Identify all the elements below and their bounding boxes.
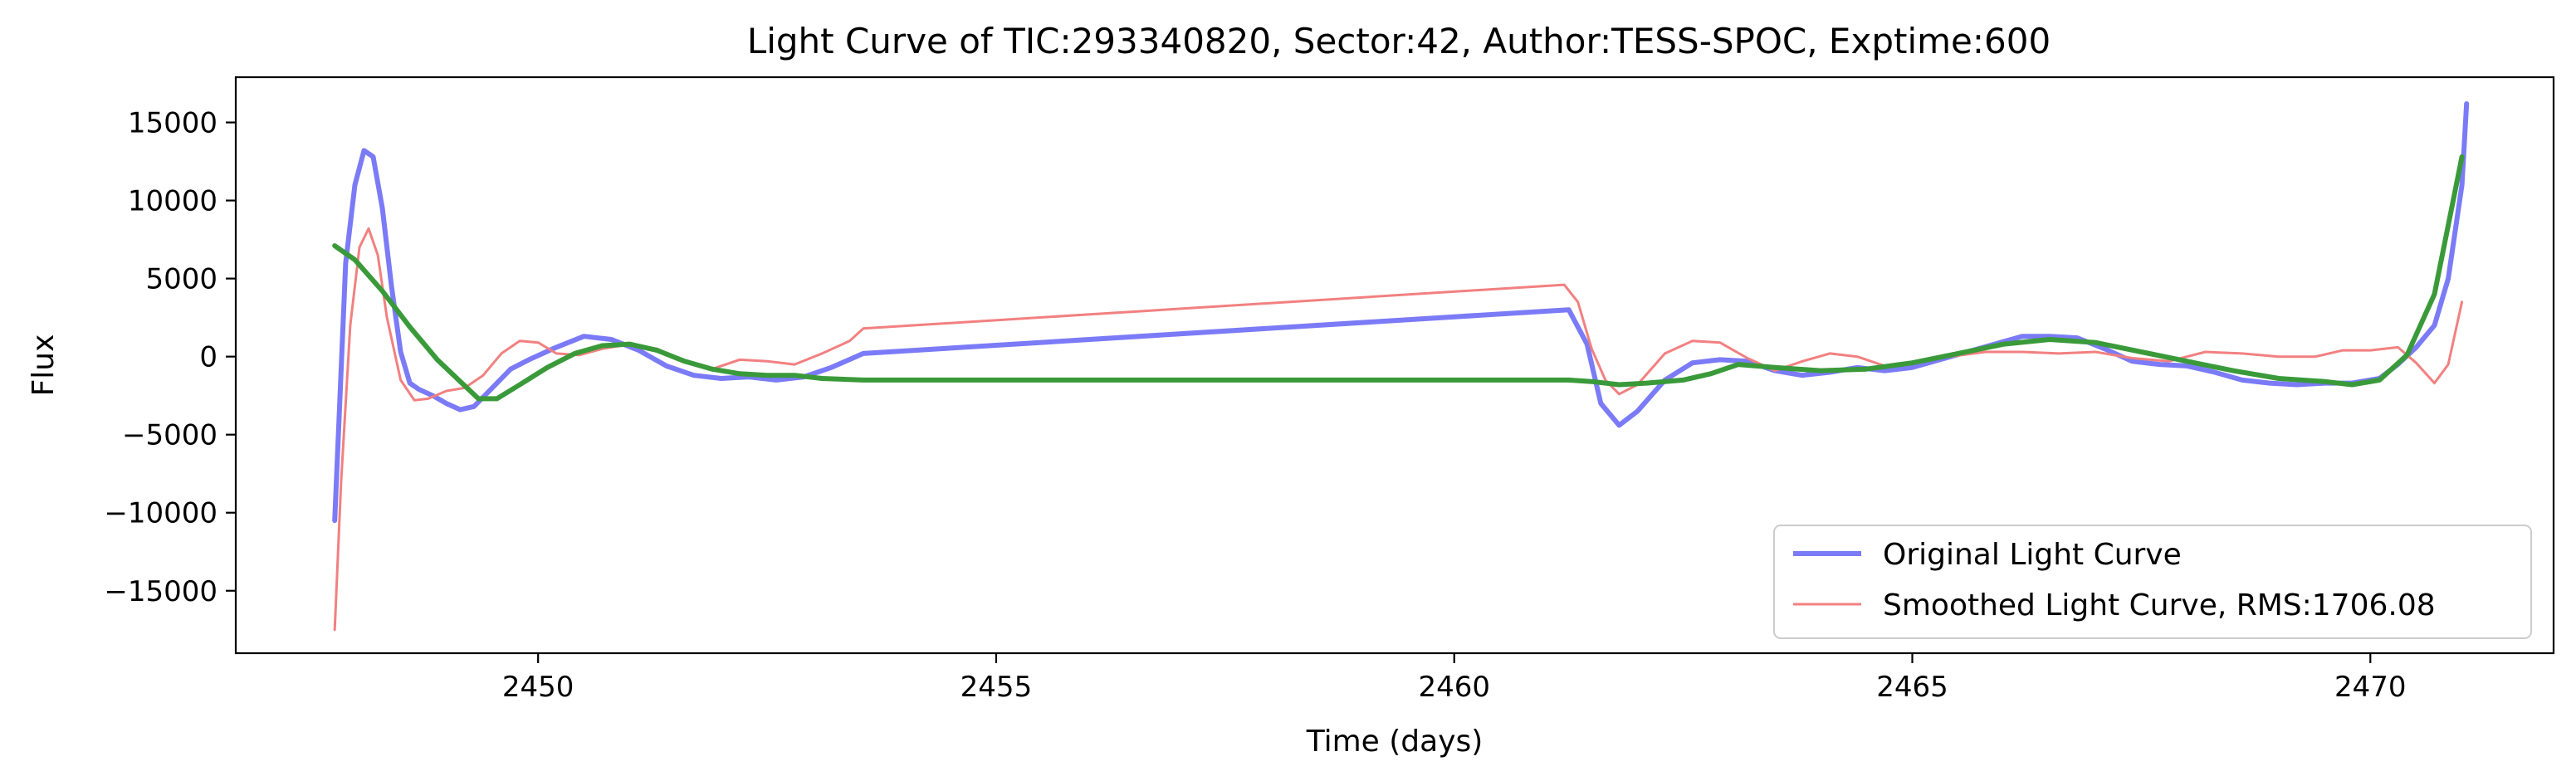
legend-label-smoothed: Smoothed Light Curve, RMS:1706.08 xyxy=(1883,588,2436,622)
series-line-0 xyxy=(332,101,2470,524)
x-tick-label: 2450 xyxy=(502,671,574,704)
x-axis-label: Time (days) xyxy=(1306,725,1484,759)
legend: Original Light Curve Smoothed Light Curv… xyxy=(1773,525,2532,639)
y-tick-label: 10000 xyxy=(128,185,218,218)
series-layer xyxy=(332,101,2470,632)
axes-frame xyxy=(234,76,2555,655)
y-axis: −15000 −10000 −5000 0 5000 10000 15000 xyxy=(104,107,236,608)
y-tick-label: −10000 xyxy=(104,497,218,530)
x-tick-label: 2460 xyxy=(1418,671,1490,704)
series-line-1 xyxy=(333,227,2464,632)
y-tick-label: 15000 xyxy=(128,107,218,140)
x-axis: 2450 2455 2460 2465 2470 xyxy=(502,653,2407,704)
legend-label-original: Original Light Curve xyxy=(1883,538,2182,572)
y-tick-label: −15000 xyxy=(104,575,218,608)
chart-title: Light Curve of TIC:293340820, Sector:42,… xyxy=(747,21,2051,61)
y-tick-label: 5000 xyxy=(145,263,218,296)
y-tick-label: −5000 xyxy=(122,419,218,452)
x-tick-label: 2470 xyxy=(2334,671,2407,704)
series-line-2 xyxy=(332,154,2465,402)
legend-box xyxy=(1773,525,2532,639)
y-tick-label: 0 xyxy=(199,341,218,374)
x-tick-label: 2465 xyxy=(1876,671,1948,704)
x-tick-label: 2455 xyxy=(961,671,1033,704)
y-axis-label: Flux xyxy=(27,334,61,397)
